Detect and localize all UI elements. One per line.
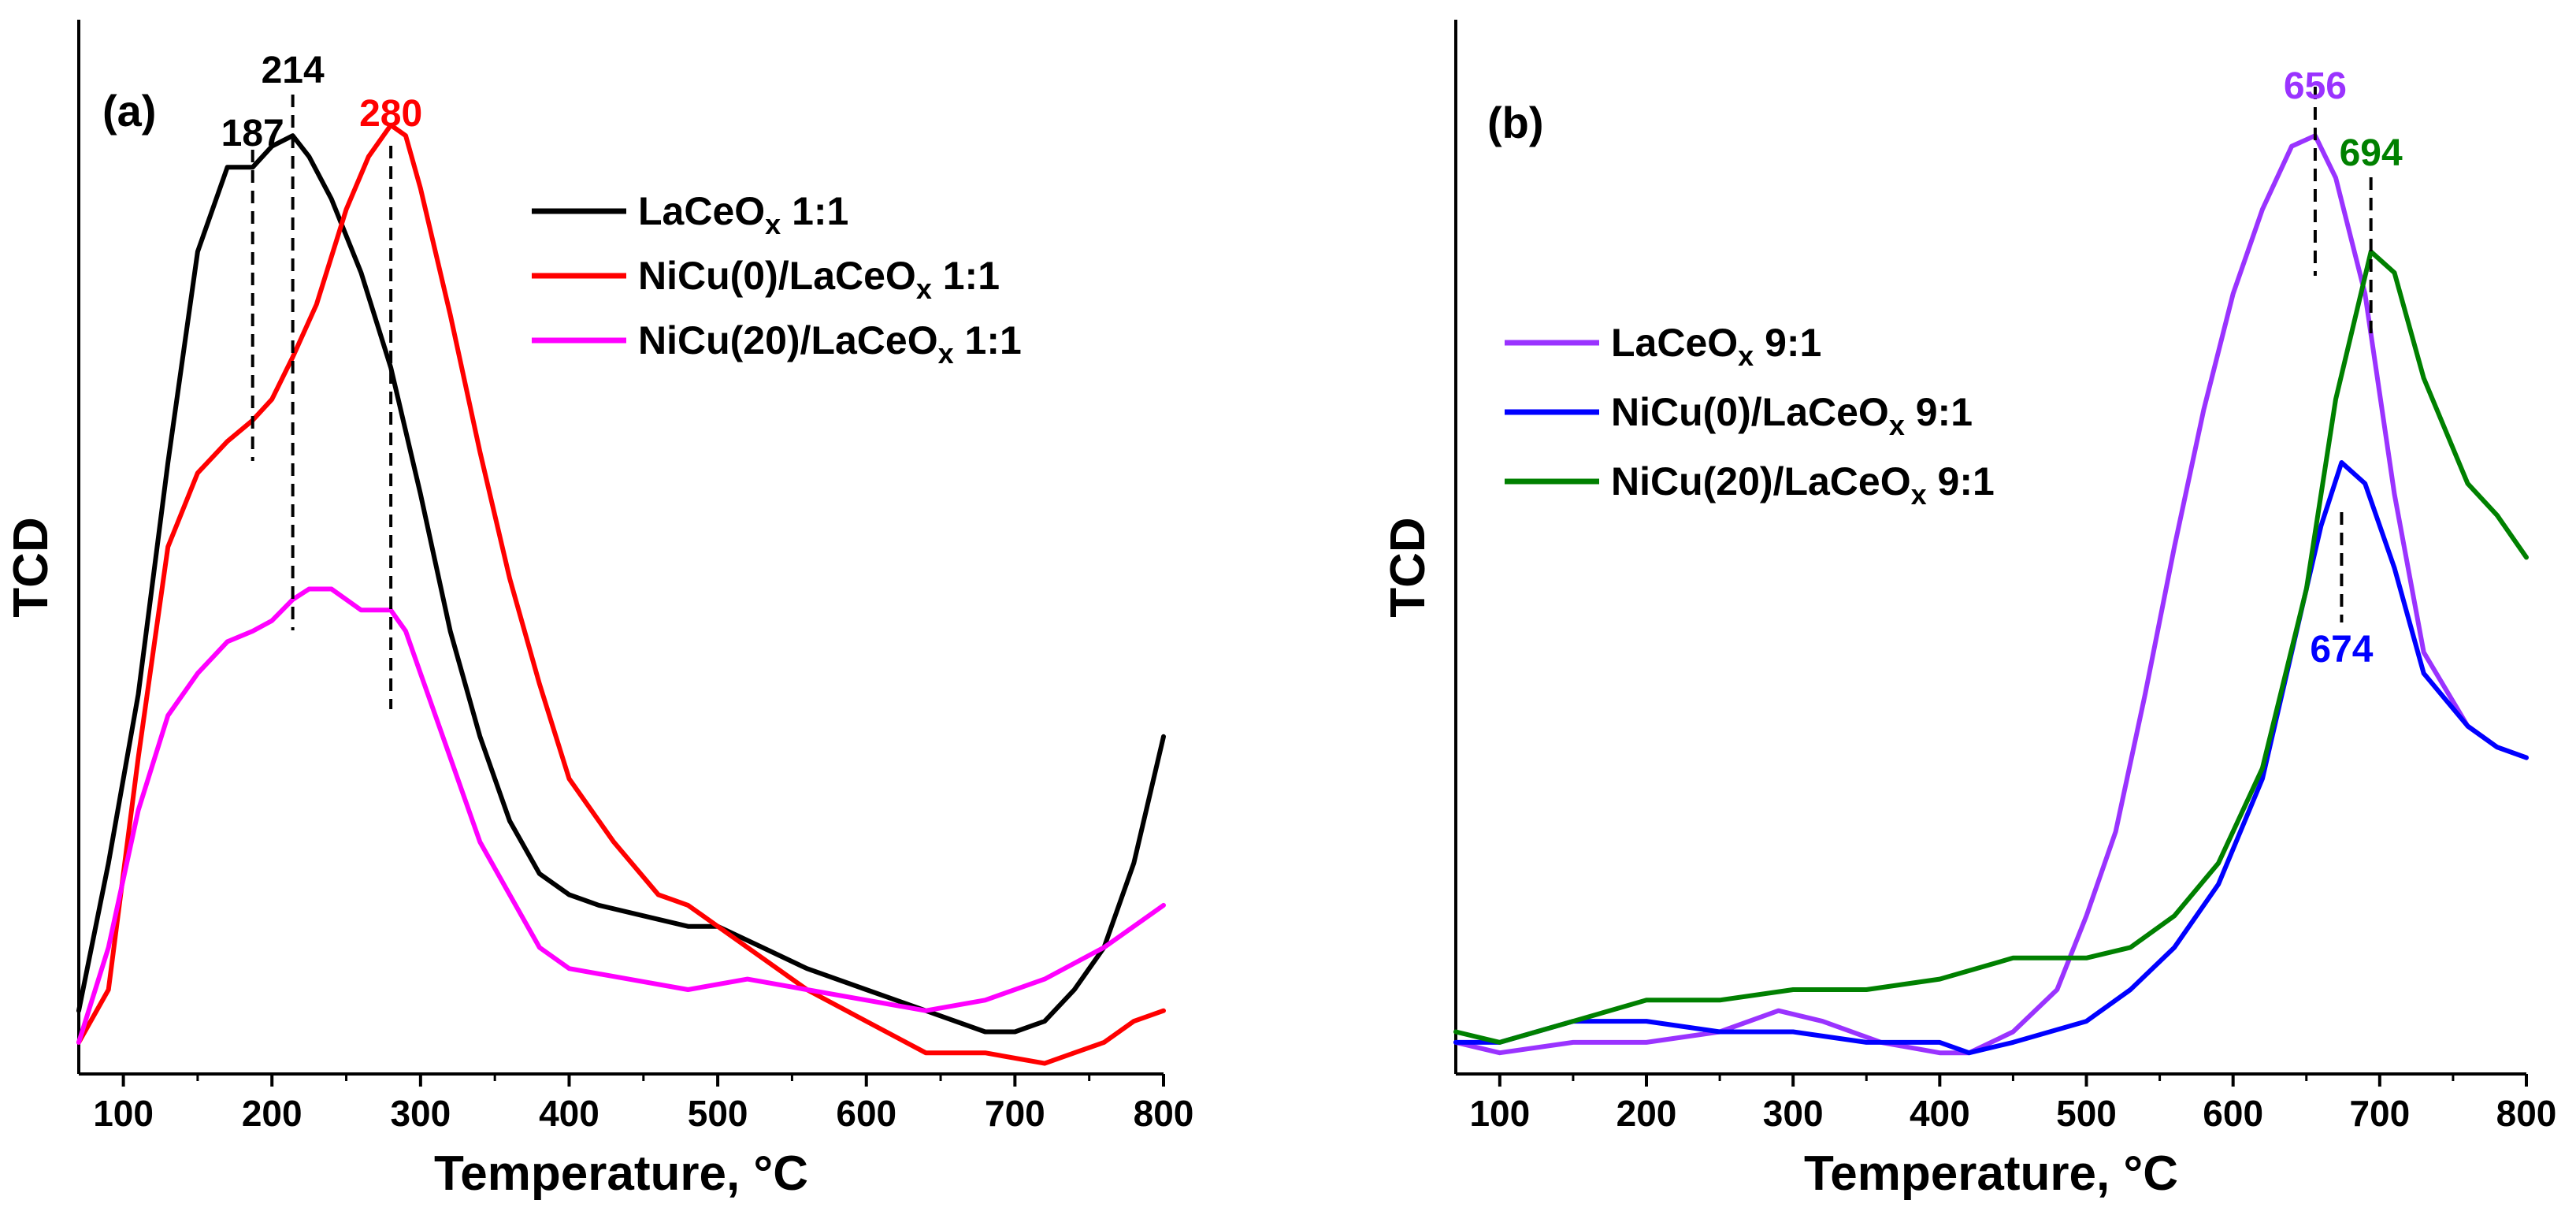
x-axis-title: Temperature, °C [1804, 1146, 2178, 1201]
peak-label: 656 [2284, 65, 2347, 107]
x-tick-label: 400 [539, 1093, 599, 1134]
legend-label: NiCu(0)/LaCeOx 9:1 [1611, 390, 1973, 441]
series-line [1453, 133, 2529, 1056]
series-line [76, 586, 1166, 1045]
x-tick-label: 800 [2496, 1093, 2557, 1134]
legend-label: NiCu(20)/LaCeOx 9:1 [1611, 459, 1995, 511]
series-line [1453, 460, 2529, 1056]
y-axis-title: TCD [4, 517, 58, 617]
legend-label: NiCu(0)/LaCeOx 1:1 [638, 254, 1000, 305]
x-tick-label: 100 [1469, 1093, 1530, 1134]
legend-label: LaCeOx 1:1 [638, 189, 848, 240]
panel-b-chart: 100 200 300 400 500 600 700 800 Temperature, °C T… [1381, 20, 2556, 1201]
peak-label: 280 [359, 93, 422, 135]
series-line [76, 133, 1166, 1035]
panel-label: (b) [1487, 98, 1544, 147]
series-line [76, 122, 1166, 1066]
x-tick-label: 600 [836, 1093, 896, 1134]
y-axis-title: TCD [1381, 517, 1435, 617]
x-tick-label: 300 [1763, 1093, 1824, 1134]
x-axis-title: Temperature, °C [434, 1146, 808, 1201]
peak-label: 187 [221, 113, 284, 154]
panel-a-chart: 100 200 300 400 500 600 700 800 Temperature, °C T… [4, 20, 1193, 1201]
series-line [1453, 249, 2529, 1045]
legend-label: LaCeOx 9:1 [1611, 321, 1821, 372]
peak-label: 214 [262, 50, 325, 91]
panel-label: (a) [102, 86, 156, 136]
x-tick-label: 700 [985, 1093, 1045, 1134]
x-tick-label: 700 [2349, 1093, 2410, 1134]
x-tick-label: 300 [390, 1093, 451, 1134]
x-tick-label: 100 [93, 1093, 154, 1134]
x-tick-label: 500 [2056, 1093, 2117, 1134]
peak-label: 674 [2310, 629, 2373, 671]
x-tick-label: 200 [242, 1093, 303, 1134]
x-tick-label: 500 [688, 1093, 748, 1134]
x-tick-label: 200 [1616, 1093, 1677, 1134]
x-tick-label: 400 [1910, 1093, 1970, 1134]
x-tick-label: 800 [1134, 1093, 1194, 1134]
peak-label: 694 [2340, 132, 2403, 174]
x-tick-label: 600 [2203, 1093, 2263, 1134]
legend-label: NiCu(20)/LaCeOx 1:1 [638, 318, 1022, 370]
